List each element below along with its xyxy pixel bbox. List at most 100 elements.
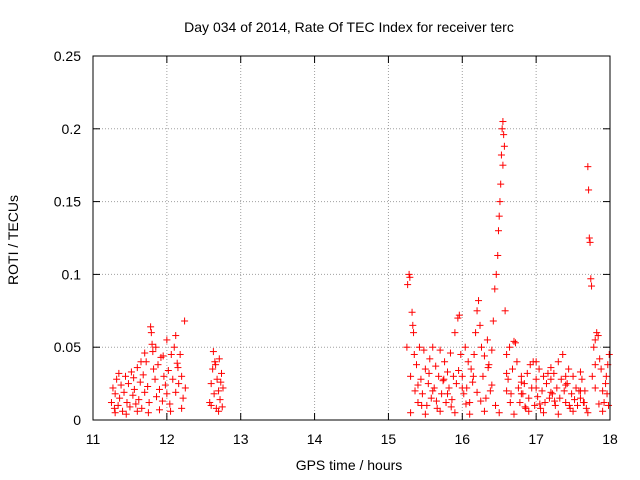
data-point [532, 358, 540, 366]
data-point [441, 358, 449, 366]
x-tick-label: 15 [381, 431, 397, 447]
data-point [159, 352, 167, 360]
data-point [150, 365, 158, 373]
data-point [521, 403, 529, 411]
data-point [139, 371, 147, 379]
data-point [569, 372, 577, 380]
data-point [553, 384, 561, 392]
data-point [421, 365, 429, 373]
data-point [605, 350, 613, 358]
data-points [107, 118, 613, 418]
data-point [571, 396, 579, 404]
data-point [525, 407, 533, 415]
data-point [207, 380, 215, 388]
data-point [489, 317, 497, 325]
data-point [462, 400, 470, 408]
data-point [492, 401, 500, 409]
data-point [585, 234, 593, 242]
data-point [178, 372, 186, 380]
data-point [436, 407, 444, 415]
data-point [559, 350, 567, 358]
data-point [126, 403, 134, 411]
data-point [513, 358, 521, 366]
data-point [525, 394, 533, 402]
data-point [163, 390, 171, 398]
data-point [494, 227, 502, 235]
data-point [599, 387, 607, 395]
y-tick-label: 0.2 [62, 121, 82, 137]
data-point [181, 384, 189, 392]
data-point [545, 394, 553, 402]
data-point [440, 375, 448, 383]
data-point [568, 390, 576, 398]
data-point [206, 399, 214, 407]
data-point [593, 329, 601, 337]
data-point [535, 365, 543, 373]
data-point [158, 397, 166, 405]
data-point [421, 410, 429, 418]
data-point [482, 394, 490, 402]
data-point [133, 407, 141, 415]
data-point [477, 397, 485, 405]
data-point [492, 270, 500, 278]
data-point [116, 394, 124, 402]
data-point [174, 364, 182, 372]
data-point [454, 314, 462, 322]
data-point [544, 369, 552, 377]
data-point [115, 369, 123, 377]
data-point [526, 361, 534, 369]
data-point [605, 401, 613, 409]
data-point [523, 369, 531, 377]
data-point [216, 396, 224, 404]
data-point [596, 355, 604, 363]
data-point [123, 399, 131, 407]
data-point [551, 401, 559, 409]
data-point [418, 401, 426, 409]
data-point [591, 361, 599, 369]
data-point [547, 388, 555, 396]
data-point [444, 390, 452, 398]
data-point [424, 380, 432, 388]
data-point [572, 384, 580, 392]
data-point [585, 186, 593, 194]
data-point [141, 388, 149, 396]
data-point [426, 355, 434, 363]
data-point [161, 381, 169, 389]
data-point [534, 393, 542, 401]
data-point [147, 323, 155, 331]
data-point [147, 329, 155, 337]
data-point [540, 372, 548, 380]
grid-layer [93, 56, 610, 420]
data-point [477, 343, 485, 351]
data-point [541, 399, 549, 407]
data-point [155, 385, 163, 393]
data-point [219, 384, 227, 392]
data-point [473, 307, 481, 315]
data-point [439, 377, 447, 385]
data-point [506, 399, 514, 407]
data-point [414, 381, 422, 389]
data-point [460, 390, 468, 398]
data-point [137, 358, 145, 366]
data-point [215, 407, 223, 415]
data-point [591, 384, 599, 392]
data-point [179, 394, 187, 402]
data-point [475, 297, 483, 305]
data-point [548, 390, 556, 398]
data-point [517, 390, 525, 398]
data-point [532, 384, 540, 392]
data-point [425, 369, 433, 377]
data-point [588, 282, 596, 290]
data-point [145, 399, 153, 407]
data-point [218, 369, 226, 377]
data-point [576, 368, 584, 376]
data-point [485, 361, 493, 369]
data-point [586, 238, 594, 246]
data-point [557, 375, 565, 383]
data-point [160, 372, 168, 380]
data-point [417, 375, 425, 383]
data-point [470, 350, 478, 358]
data-point [511, 339, 519, 347]
